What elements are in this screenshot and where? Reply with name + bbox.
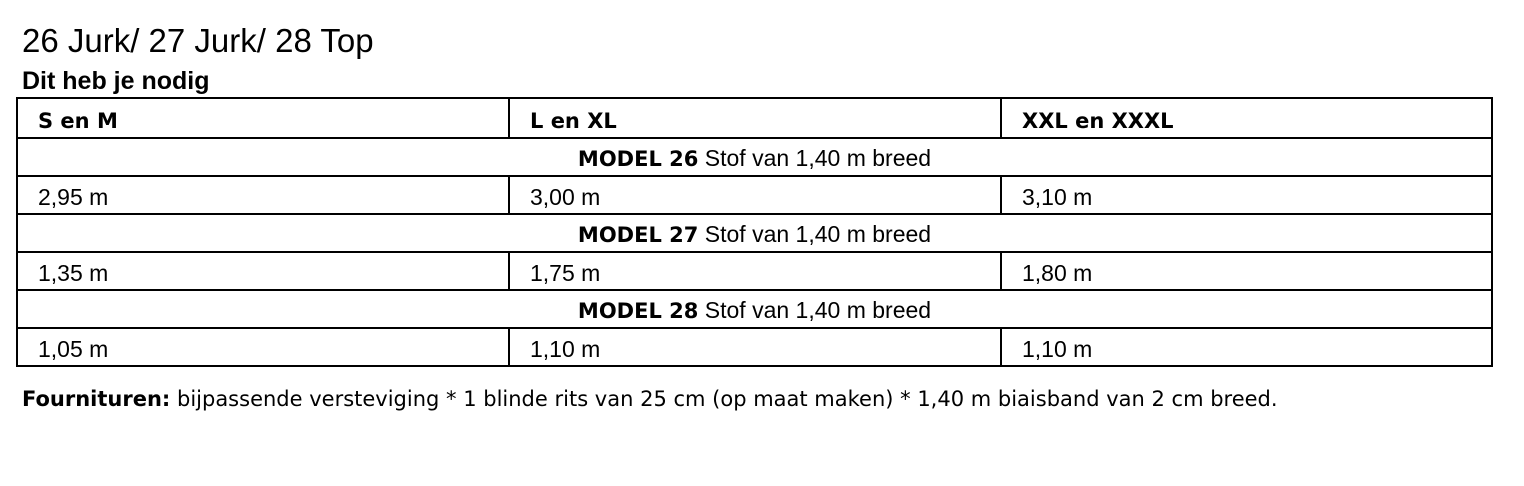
supplies-label: Fournituren: — [22, 387, 171, 411]
model-label: MODEL 26 — [577, 147, 699, 171]
page-title: 26 Jurk/ 27 Jurk/ 28 Top — [22, 22, 374, 59]
table-row: 1,05 m 1,10 m 1,10 m — [16, 327, 1493, 367]
table-row: 1,35 m 1,75 m 1,80 m — [16, 251, 1493, 291]
supplies-note: Fournituren: bijpassende versteviging * … — [22, 380, 1502, 418]
header-s-m: S en M — [16, 97, 510, 139]
table-row: 2,95 m 3,00 m 3,10 m — [16, 175, 1493, 215]
table-cell: 2,95 m — [16, 175, 510, 215]
model-desc: Stof van 1,40 m breed — [698, 145, 932, 171]
model-desc: Stof van 1,40 m breed — [698, 221, 932, 247]
fabric-table: S en M L en XL XXL en XXXL MODEL 26 Stof… — [16, 97, 1493, 367]
supplies-text: bijpassende versteviging * 1 blinde rits… — [170, 387, 1278, 411]
table-cell: 1,35 m — [16, 251, 510, 291]
table-cell: 1,75 m — [508, 251, 1002, 291]
model-row: MODEL 26 Stof van 1,40 m breed — [16, 137, 1493, 177]
model-desc: Stof van 1,40 m breed — [698, 297, 932, 323]
header-l-xl: L en XL — [508, 97, 1002, 139]
model-label: MODEL 28 — [577, 299, 699, 323]
table-cell: 3,00 m — [508, 175, 1002, 215]
table-header-row: S en M L en XL XXL en XXXL — [16, 97, 1493, 139]
model-row: MODEL 27 Stof van 1,40 m breed — [16, 213, 1493, 253]
table-cell: 1,10 m — [508, 327, 1002, 367]
model-row: MODEL 28 Stof van 1,40 m breed — [16, 289, 1493, 329]
section-heading: Dit heb je nodig — [22, 67, 210, 95]
table-cell: 1,05 m — [16, 327, 510, 367]
table-cell: 1,10 m — [1000, 327, 1493, 367]
model-label: MODEL 27 — [577, 223, 699, 247]
header-xxl-xxxl: XXL en XXXL — [1000, 97, 1493, 139]
table-cell: 1,80 m — [1000, 251, 1493, 291]
table-cell: 3,10 m — [1000, 175, 1493, 215]
